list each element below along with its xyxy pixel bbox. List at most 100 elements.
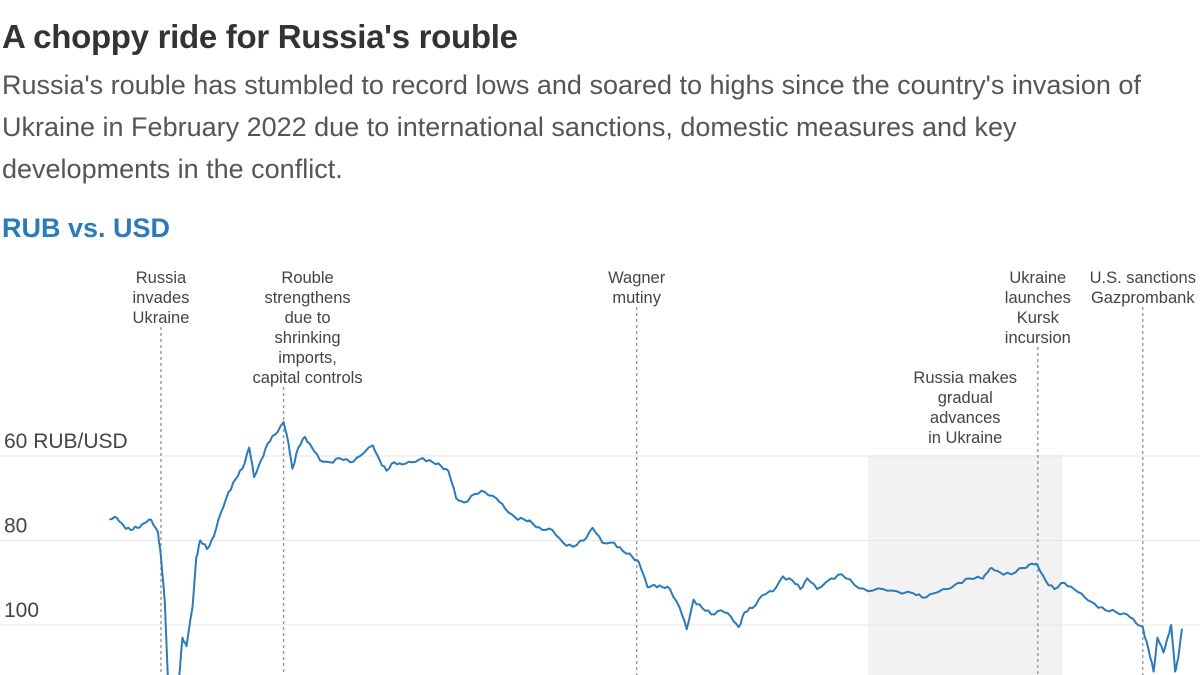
- data-point: [1126, 613, 1128, 616]
- data-point: [1181, 628, 1183, 631]
- data-point: [1162, 651, 1165, 654]
- event-label-line: Kursk: [1017, 309, 1060, 327]
- data-point: [946, 588, 949, 590]
- data-point: [692, 598, 695, 601]
- data-point: [751, 607, 754, 609]
- event-label-line: Gazprombank: [1091, 289, 1195, 307]
- data-point: [1135, 622, 1137, 624]
- shaded-period-label-line: gradual: [938, 389, 993, 407]
- data-points: [109, 421, 1183, 675]
- data-point: [411, 461, 413, 464]
- data-point: [136, 527, 139, 529]
- data-point: [234, 478, 237, 481]
- data-point: [572, 546, 574, 548]
- data-point: [160, 556, 162, 559]
- data-point: [562, 541, 564, 544]
- event-label-line: shrinking: [275, 329, 341, 347]
- data-point: [782, 575, 784, 578]
- data-point: [685, 628, 688, 631]
- data-point: [737, 626, 740, 628]
- y-tick-label: 60 RUB/USD: [4, 430, 128, 453]
- event-annotations: Russia makes gradual advances in UkraineRus…: [133, 269, 1196, 447]
- data-point: [981, 577, 983, 580]
- data-point: [150, 518, 152, 521]
- event-label-line: U.S. sanctions: [1090, 269, 1196, 287]
- event-label-line: invades: [133, 289, 190, 307]
- data-point: [933, 592, 935, 595]
- data-point: [227, 491, 230, 493]
- data-point: [1152, 670, 1155, 673]
- data-point: [1053, 588, 1056, 590]
- data-point: [646, 586, 649, 588]
- data-point: [601, 541, 604, 544]
- data-point: [157, 531, 159, 533]
- data-point: [109, 518, 111, 521]
- data-point: [495, 497, 498, 500]
- data-point: [1044, 579, 1047, 582]
- event-label: Rouble strengthens due to shrinking imports,…: [253, 269, 363, 387]
- event-label: Ukraine launches Kursk incursion: [1005, 269, 1071, 347]
- data-point: [401, 463, 404, 466]
- chart-title: A choppy ride for Russia's rouble: [2, 18, 518, 55]
- data-point: [248, 446, 251, 449]
- data-point: [957, 581, 960, 584]
- data-point: [483, 491, 486, 493]
- data-point: [1022, 567, 1024, 569]
- data-point: [1073, 588, 1075, 590]
- y-tick-label: 100: [4, 599, 39, 622]
- data-point: [191, 607, 194, 609]
- data-point: [455, 497, 457, 500]
- data-point: [720, 609, 722, 612]
- data-point: [730, 615, 732, 618]
- data-point: [311, 446, 313, 449]
- data-point: [669, 588, 671, 590]
- data-point: [523, 518, 525, 521]
- data-point: [1177, 658, 1179, 660]
- event-label: Wagner mutiny: [608, 269, 666, 307]
- data-point: [799, 588, 802, 590]
- data-point: [338, 457, 341, 459]
- data-point: [378, 459, 381, 462]
- data-point: [504, 508, 507, 510]
- data-point: [474, 493, 476, 495]
- shaded-period-label: Russia makes gradual advances in Ukraine: [913, 369, 1017, 447]
- data-point: [1084, 596, 1086, 599]
- data-point: [679, 607, 681, 609]
- shaded-period-label-line: in Ukraine: [928, 429, 1002, 447]
- data-point: [551, 529, 554, 531]
- data-point: [637, 560, 640, 563]
- data-point: [282, 421, 285, 424]
- data-point: [116, 516, 118, 519]
- series-heading: RUB vs. USD: [2, 213, 171, 243]
- data-point: [701, 607, 704, 609]
- data-point: [349, 461, 352, 464]
- data-point: [463, 501, 465, 504]
- data-point: [260, 459, 262, 462]
- data-point: [253, 476, 255, 478]
- data-point: [1141, 626, 1144, 628]
- data-point: [895, 590, 898, 592]
- data-point: [514, 516, 516, 519]
- data-point: [998, 571, 1001, 573]
- data-point: [791, 579, 794, 582]
- data-point: [613, 541, 615, 544]
- data-point: [541, 529, 544, 531]
- data-point: [1147, 649, 1150, 652]
- data-point: [772, 590, 774, 592]
- data-point: [195, 556, 198, 559]
- event-label-line: launches: [1005, 289, 1071, 307]
- series-line: [109, 421, 1183, 675]
- data-point: [631, 556, 634, 559]
- data-point: [1010, 573, 1013, 576]
- event-label: Russia invades Ukraine: [133, 269, 190, 327]
- data-point: [431, 461, 434, 464]
- data-point: [1156, 636, 1159, 639]
- shaded-period-label-line: Russia makes: [913, 369, 1017, 387]
- data-point: [319, 459, 321, 462]
- event-label-line: Ukraine: [1009, 269, 1066, 287]
- chart-subtitle: Russia's rouble has stumbled to record l…: [2, 70, 1141, 184]
- y-axis-tick-labels: 60 RUB/USD 80 100: [4, 430, 128, 622]
- data-point: [447, 469, 450, 472]
- data-point: [806, 577, 809, 580]
- data-point: [582, 539, 585, 542]
